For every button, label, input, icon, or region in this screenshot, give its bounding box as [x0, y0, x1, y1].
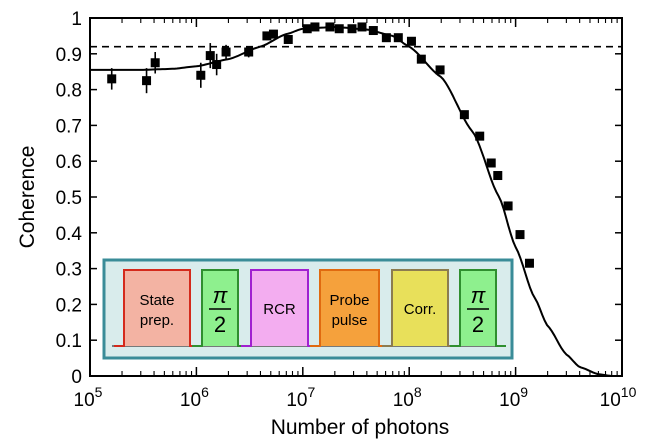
x-tick-base: 10: [286, 390, 307, 411]
data-point: [283, 34, 293, 44]
data-point: [475, 131, 485, 141]
y-tick-label: 1: [71, 9, 82, 30]
y-tick-label: 0.2: [56, 295, 82, 316]
data-point: [262, 31, 272, 41]
data-point: [406, 36, 416, 46]
pulse-label: RCR: [263, 301, 296, 318]
pulse-block-outline: [310, 269, 389, 347]
data-point: [435, 65, 445, 75]
x-tick-exponent: 5: [95, 384, 103, 400]
data-point: [244, 47, 254, 57]
x-tick-exponent: 6: [201, 384, 209, 400]
data-point: [310, 22, 320, 32]
pulse-block-fill: [320, 270, 379, 346]
y-tick-label: 0.3: [56, 260, 82, 281]
data-point: [524, 258, 534, 268]
y-tick-label: 0: [71, 367, 82, 388]
pulse-label: 2: [214, 312, 226, 337]
x-tick-exponent: 9: [520, 384, 528, 400]
pulse-block-fill: [392, 270, 448, 346]
x-tick-base: 10: [180, 390, 201, 411]
data-point: [107, 74, 117, 84]
data-point: [325, 22, 335, 32]
x-tick-exponent: 10: [621, 384, 637, 400]
pulse-block-fill: [460, 270, 496, 346]
pulse-sequence-inset: State prep. π 2 RCR Probe pulse Corr. π 2: [102, 258, 514, 360]
y-tick-label: 0.6: [56, 152, 82, 173]
x-axis-title: Number of photons: [271, 416, 450, 439]
pulse-block-outline: [241, 269, 318, 347]
x-tick-label: 1010: [600, 384, 637, 411]
x-tick-base: 10: [499, 390, 520, 411]
y-tick-label: 0.7: [56, 116, 82, 137]
data-point: [416, 54, 426, 64]
data-point: [347, 24, 357, 34]
x-tick-label: 105: [74, 384, 103, 411]
pulse-block-outline: [450, 269, 506, 347]
x-tick-base: 10: [393, 390, 414, 411]
pulse-block-fill: [202, 270, 238, 346]
data-points-layer: [107, 22, 534, 268]
data-point: [493, 171, 503, 181]
x-tick-label: 109: [499, 384, 528, 411]
pulse-block-outline: [382, 269, 458, 347]
x-tick-exponent: 8: [414, 384, 422, 400]
data-point: [459, 110, 469, 120]
data-point: [357, 22, 367, 32]
pulse-label: 2: [472, 312, 484, 337]
y-axis-title: Coherence: [16, 146, 39, 249]
pulse-label: π: [213, 283, 229, 308]
x-tick-base: 10: [600, 390, 621, 411]
data-point: [334, 24, 344, 34]
data-point: [302, 24, 312, 34]
y-tick-label: 0.8: [56, 81, 82, 102]
data-point: [142, 76, 152, 86]
pulse-label: π: [471, 283, 487, 308]
pulse-label: prep.: [140, 312, 174, 329]
x-tick-label: 108: [393, 384, 422, 411]
pulse-label: Probe: [329, 292, 369, 309]
data-point: [515, 230, 525, 240]
pulse-label: Corr.: [404, 301, 437, 318]
x-tick-exponent: 7: [307, 384, 315, 400]
data-point: [393, 33, 403, 43]
data-point: [205, 51, 215, 61]
pulse-block-outline: [192, 269, 248, 347]
data-point: [150, 58, 160, 68]
x-tick-base: 10: [74, 390, 95, 411]
pulse-block-fill: [251, 270, 308, 346]
data-point: [212, 60, 222, 70]
x-tick-label: 106: [180, 384, 209, 411]
y-tick-label: 0.4: [56, 224, 83, 245]
y-tick-label: 0.1: [56, 331, 82, 352]
data-point: [381, 33, 391, 43]
data-point: [221, 47, 231, 57]
data-point: [486, 158, 496, 168]
y-tick-label: 0.5: [56, 188, 82, 209]
x-tick-label: 107: [286, 384, 315, 411]
pulse-block-fill: [124, 270, 190, 346]
pulse-label: pulse: [332, 312, 368, 329]
data-point: [268, 29, 278, 39]
data-point: [196, 70, 206, 80]
y-tick-label: 0.9: [56, 45, 82, 66]
pulse-block-outline: [114, 269, 200, 347]
data-point: [503, 201, 513, 211]
pulse-label: State: [139, 292, 174, 309]
data-point: [368, 26, 378, 36]
